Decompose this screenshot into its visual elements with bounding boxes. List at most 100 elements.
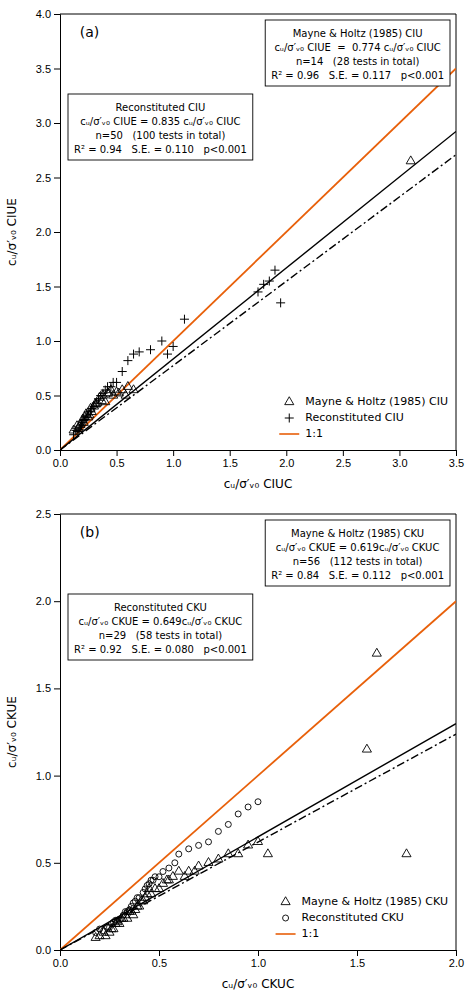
tick: 0.5: [36, 857, 60, 869]
tick: 2.5: [36, 172, 60, 184]
point: [112, 378, 121, 387]
tick-mark: [357, 950, 358, 956]
point: [112, 387, 121, 395]
tick-label: 2.0: [449, 957, 464, 969]
frame: [456, 514, 457, 950]
point: [234, 849, 243, 857]
panel: 0.00.51.01.52.02.53.03.50.00.51.01.52.02…: [5, 8, 464, 491]
tick-mark: [258, 950, 259, 956]
point: [214, 854, 223, 862]
tick-label: 3.0: [392, 457, 407, 469]
point: [254, 287, 263, 296]
tick-label: 3.5: [36, 63, 51, 75]
y-axis-title: cᵤ/σ′ᵥ₀ CIUE: [5, 198, 19, 266]
tick: 1.0: [166, 450, 181, 469]
point: [174, 866, 183, 874]
tick-label: 0.5: [36, 857, 51, 869]
point: [402, 849, 411, 857]
tick-mark: [54, 69, 60, 70]
point: [116, 917, 122, 923]
legend-label: Mayne & Holtz (1985) CIU: [305, 395, 448, 408]
point: [176, 851, 182, 857]
point: [270, 266, 279, 275]
legend-swatch: [285, 414, 294, 423]
point: [82, 413, 91, 422]
legend-swatch: [279, 433, 299, 435]
point: [196, 842, 202, 848]
point: [169, 342, 178, 351]
frame: [60, 514, 456, 515]
tick-mark: [117, 450, 118, 456]
tick-label: 2.5: [36, 508, 51, 520]
annotation-text: n=56 (112 tests in total): [293, 556, 423, 567]
tick-label: 0.5: [152, 957, 167, 969]
legend-label: 1:1: [305, 427, 323, 440]
legend-label: Reconstituted CKU: [302, 911, 404, 924]
tick: 1.5: [223, 450, 238, 469]
axis-line: [54, 515, 61, 951]
tick: 1.5: [36, 281, 60, 293]
annotation-text: Reconstituted CKU: [114, 602, 207, 613]
series: [69, 266, 285, 440]
legend-label: Mayne & Holtz (1985) CKU: [302, 895, 448, 908]
point: [215, 828, 221, 834]
point: [276, 298, 285, 307]
point: [206, 839, 212, 845]
tick-label: 0.5: [109, 457, 124, 469]
tick-label: 1.5: [36, 682, 51, 694]
legend: Mayne & Holtz (1985) CIUReconstituted CI…: [279, 395, 448, 440]
tick-mark: [54, 123, 60, 124]
point: [97, 926, 103, 932]
annotation-frame: [68, 594, 253, 660]
point: [126, 907, 132, 913]
panel-label: (b): [80, 524, 100, 540]
point: [372, 648, 381, 656]
annotation-text: n=14 (28 tests in total): [296, 56, 420, 67]
annotation-box: Mayne & Holtz (1985) CIUcᵤ/σ′ᵥ₀ CIUE = 0…: [265, 20, 450, 86]
point: [96, 391, 105, 400]
tick: 1.5: [350, 950, 365, 969]
annotation-box: Reconstituted CIUcᵤ/σ′ᵥ₀ CIUE = 0.835 cᵤ…: [68, 94, 253, 160]
tick-label: 1.0: [36, 770, 51, 782]
point: [168, 871, 177, 879]
annotation-text: R² = 0.84 S.E. = 0.112 p<0.001: [271, 570, 444, 581]
tick: 4.0: [36, 8, 60, 20]
point: [106, 382, 115, 391]
annotation-text: cᵤ/σ′ᵥ₀ CKUE = 0.619cᵤ/σ′ᵥ₀ CKUC: [276, 542, 440, 553]
tick: 0.0: [53, 450, 68, 469]
y-axis: 0.0 0.5 1.0 1.5 2.0 2.5: [36, 508, 61, 956]
tick: 2.5: [36, 508, 60, 520]
point: [146, 881, 152, 887]
tick-mark: [54, 514, 60, 515]
tick-mark: [173, 450, 174, 456]
annotation-frame: [265, 20, 450, 86]
point: [186, 846, 192, 852]
tick: 0.0: [36, 444, 60, 456]
point: [157, 337, 166, 346]
point: [194, 861, 203, 869]
x-axis-title: cᵤ/σ′ᵥ₀ CKUC: [222, 977, 295, 991]
tick-label: 0.5: [36, 390, 51, 402]
tick-label: 1.5: [36, 281, 51, 293]
figure: 0.0 0.5 1.0 1.5 2.0 2.5 3.0 3.5 0.0 0.5 1.0 1.5 2.0 2…: [0, 0, 474, 1000]
tick-mark: [286, 450, 287, 456]
tick-label: 3.0: [36, 117, 51, 129]
tick-label: 2.0: [36, 595, 51, 607]
legend-swatch: [276, 933, 296, 935]
point: [224, 849, 233, 857]
point: [160, 869, 166, 875]
panel: 0.00.51.01.52.00.00.51.01.52.02.5cᵤ/σ′ᵥ₀…: [5, 508, 464, 991]
tick: 0.0: [36, 944, 60, 956]
tick: 0.0: [53, 950, 68, 969]
plot-area: [60, 69, 456, 451]
series: [69, 156, 415, 433]
tick: 2.0: [449, 950, 464, 969]
point: [265, 277, 274, 286]
point: [101, 928, 107, 934]
point: [142, 886, 148, 892]
point: [255, 799, 261, 805]
tick-label: 0.0: [36, 444, 51, 456]
annotation-text: cᵤ/σ′ᵥ₀ CKUE = 0.649cᵤ/σ′ᵥ₀ CKUC: [79, 616, 243, 627]
point: [204, 858, 213, 866]
tick: 2.0: [36, 226, 60, 238]
